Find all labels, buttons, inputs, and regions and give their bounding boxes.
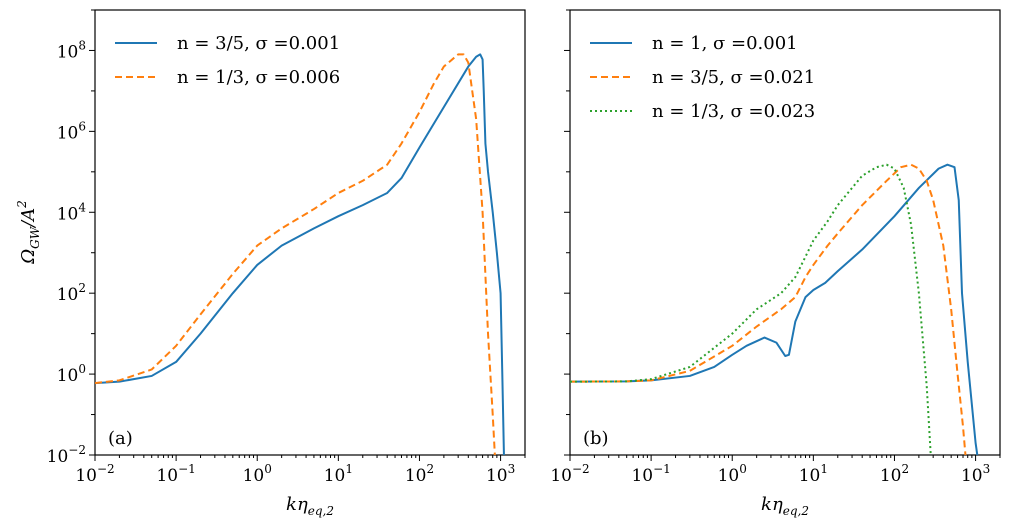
y-tick-label: 106 <box>57 119 86 143</box>
x-tick-label: 100 <box>243 462 272 486</box>
x-tick-label: 10−1 <box>631 462 670 486</box>
legend-entry-label: n = 3/5, σ =0.021 <box>652 67 815 88</box>
y-tick-label: 10−2 <box>47 443 86 467</box>
panel-b: 10−2 10−1 100 101 102 103 n = 1, σ =0.001 n = … <box>550 9 1001 486</box>
panel-a: 10−2 10−1 100 101 102 10310−2100102104106108 … <box>47 9 526 486</box>
x-tick-label: 10−2 <box>75 462 114 486</box>
legend-entry-label: n = 3/5, σ =0.001 <box>177 33 340 54</box>
panel-a-frame <box>94 9 526 456</box>
x-axis-label-a: kηeq,2 <box>286 494 334 518</box>
legend-entry-label: n = 1/3, σ =0.006 <box>177 67 340 88</box>
series-line-3 <box>570 163 932 455</box>
x-tick-label: 100 <box>718 462 747 486</box>
legend-entry-label: n = 1, σ =0.001 <box>652 33 798 54</box>
y-tick-label: 100 <box>57 362 86 386</box>
svg-text:ΩGW/A2: ΩGW/A2 <box>15 200 42 265</box>
x-tick-label: 10−2 <box>550 462 589 486</box>
series-line-1 <box>95 53 505 455</box>
panel-b-label: (b) <box>583 428 609 449</box>
series-line-2 <box>570 163 967 455</box>
x-tick-label: 103 <box>961 462 990 486</box>
x-tick-label: 101 <box>799 462 828 486</box>
y-tick-label: 108 <box>57 38 86 62</box>
legend-entry-label: n = 1/3, σ =0.023 <box>652 101 815 122</box>
series-line-1 <box>570 163 979 455</box>
x-tick-label: 10−1 <box>156 462 195 486</box>
x-axis-label-b: kηeq,2 <box>761 494 809 518</box>
series-line-2 <box>95 53 496 455</box>
x-tick-label: 103 <box>486 462 515 486</box>
panel-b-frame <box>569 9 1001 456</box>
x-tick-label: 102 <box>880 462 909 486</box>
y-tick-label: 102 <box>57 281 86 305</box>
panel-a-label: (a) <box>108 428 133 449</box>
x-tick-label: 101 <box>324 462 353 486</box>
y-tick-label: 104 <box>57 200 87 224</box>
x-tick-label: 102 <box>405 462 434 486</box>
y-axis-label: ΩGW/A2 <box>15 200 42 265</box>
